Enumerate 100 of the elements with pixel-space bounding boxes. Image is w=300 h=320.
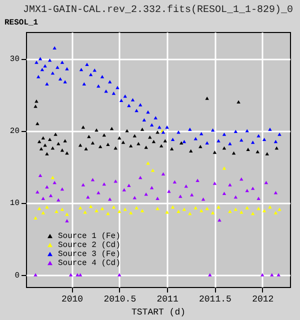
point (132, 134, 137, 138)
point (196, 178, 200, 182)
point (56, 198, 60, 202)
point (85, 62, 89, 66)
point (210, 128, 215, 132)
x-tick-label: 2010 (61, 294, 84, 304)
point (48, 194, 53, 198)
point (125, 129, 129, 132)
point (212, 150, 217, 154)
point (127, 184, 131, 188)
point (270, 273, 274, 276)
point (199, 209, 204, 212)
point (65, 212, 69, 216)
point (87, 134, 91, 138)
point (250, 212, 255, 216)
point (50, 176, 55, 180)
point (136, 142, 140, 146)
point (245, 206, 249, 210)
point (210, 211, 215, 214)
legend-label: Source 1 (Fe) (58, 232, 120, 241)
point (245, 129, 249, 132)
point (58, 77, 62, 80)
x-axis-title: TSTART (d) (131, 308, 186, 318)
point (205, 206, 209, 210)
point (79, 68, 84, 72)
point (178, 194, 182, 198)
point (156, 206, 160, 210)
point (123, 208, 127, 211)
point (250, 186, 255, 190)
point (228, 183, 232, 186)
point (60, 148, 64, 152)
point (86, 195, 90, 199)
point (265, 152, 269, 156)
point (81, 125, 86, 129)
point (88, 72, 93, 76)
point (78, 273, 82, 276)
point (132, 196, 137, 200)
y-tick-label: 30 (10, 55, 20, 64)
point (54, 132, 58, 136)
point (38, 57, 42, 60)
point (65, 67, 69, 70)
point (60, 187, 64, 191)
point (41, 196, 46, 200)
point (37, 140, 42, 144)
point (43, 64, 47, 68)
y-axis-title: RESOL_1 (4, 18, 38, 28)
point (222, 166, 226, 170)
point (274, 211, 278, 214)
point (52, 180, 56, 184)
point (232, 151, 236, 155)
point (82, 82, 86, 86)
point (48, 58, 52, 62)
point (37, 206, 42, 210)
point (268, 128, 272, 131)
legend-label: Source 4 (Cd) (58, 259, 120, 268)
point (78, 206, 82, 210)
point (119, 98, 124, 102)
point (278, 132, 282, 136)
point (34, 104, 38, 108)
point (102, 133, 106, 137)
point (172, 180, 177, 184)
point (212, 182, 217, 185)
point (260, 273, 264, 276)
point (90, 141, 95, 145)
point (98, 144, 102, 148)
point (118, 273, 122, 276)
point (236, 100, 240, 104)
point (274, 146, 279, 150)
point (108, 80, 112, 84)
point (188, 128, 192, 131)
point (148, 136, 152, 139)
point (163, 139, 168, 142)
point (60, 208, 64, 211)
point (222, 132, 226, 136)
point (179, 141, 184, 145)
point (138, 103, 142, 106)
point (121, 140, 126, 144)
point (96, 191, 100, 194)
point (216, 139, 220, 142)
point (167, 190, 171, 193)
point (182, 140, 186, 144)
point (45, 185, 49, 188)
point (100, 206, 104, 210)
point (52, 46, 56, 50)
point (150, 123, 154, 127)
y-tick-label: 0 (14, 271, 20, 280)
point (127, 104, 131, 108)
point (222, 192, 226, 195)
legend-label: Source 3 (Fe) (58, 250, 120, 259)
point (250, 140, 255, 144)
point (246, 148, 250, 152)
point (140, 209, 144, 212)
point (54, 210, 58, 213)
point (144, 146, 148, 149)
point (228, 142, 232, 146)
point (156, 196, 160, 200)
point (256, 206, 260, 210)
point (161, 172, 166, 176)
point (102, 182, 106, 186)
point (138, 176, 142, 180)
